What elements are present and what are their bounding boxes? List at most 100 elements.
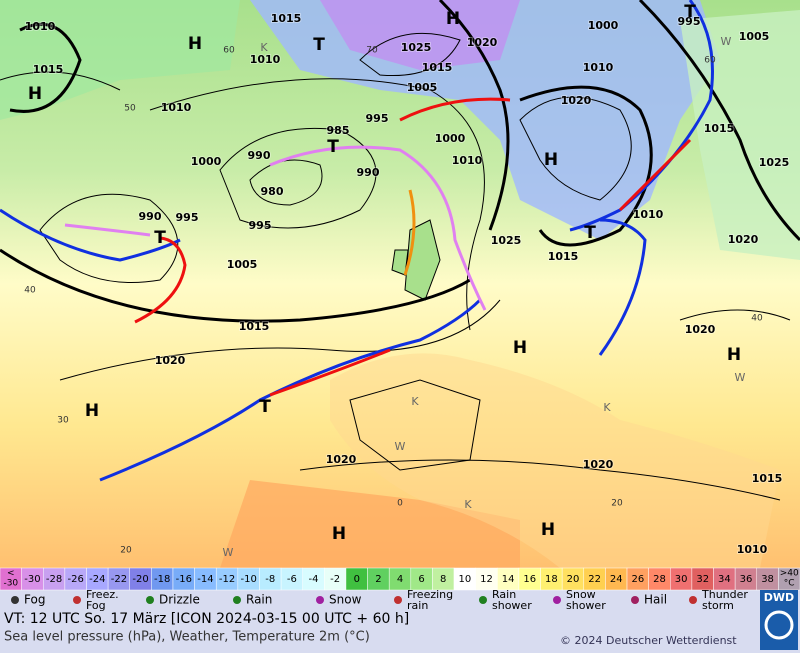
pressure-center: H	[513, 338, 527, 358]
grid-label: 20	[611, 499, 623, 509]
grid-label: 20	[120, 546, 132, 556]
pressure-label: 1010	[737, 543, 768, 556]
scale-low-label: <	[7, 569, 15, 579]
scale-low-value: -30	[3, 579, 18, 589]
scale-label: -4	[309, 574, 319, 585]
scale-label: -14	[197, 574, 213, 585]
weather-label: Fog	[24, 593, 45, 607]
pressure-label: 995	[249, 219, 272, 232]
scale-label: 36	[740, 574, 753, 585]
pressure-center: T	[259, 397, 271, 417]
grid-label: 70	[366, 46, 378, 56]
weather-label: Freez. Fog	[86, 588, 119, 612]
scale-label: -10	[240, 574, 256, 585]
scale-label: -16	[176, 574, 192, 585]
region-letter: W	[735, 371, 746, 384]
scale-label: -2	[330, 574, 340, 585]
grid-label: 0	[397, 499, 403, 509]
pressure-label: 1015	[422, 61, 453, 74]
pressure-center: H	[446, 9, 460, 29]
copyright: © 2024 Deutscher Wetterdienst	[560, 634, 737, 647]
weather-symbol	[146, 596, 154, 604]
region-letter: W	[223, 546, 234, 559]
pressure-label: 1020	[728, 233, 759, 246]
weather-legend: Fog Freez. Fog Drizzle Rain Snow Freezing rain R…	[11, 588, 748, 612]
scale-label: -22	[111, 574, 127, 585]
weather-symbol	[316, 596, 324, 604]
pressure-label: 1020	[467, 36, 498, 49]
grid-label: 60	[704, 56, 716, 66]
valid-time: VT: 12 UTC So. 17 März [ICON 2024-03-15 …	[4, 611, 409, 627]
cold-front	[99, 298, 482, 482]
isobar	[0, 248, 471, 323]
cold-front	[569, 0, 714, 232]
weather-symbol	[631, 596, 639, 604]
weather-label: Rain shower	[492, 588, 532, 612]
weather-symbol	[11, 596, 19, 604]
pressure-label: 995	[678, 15, 701, 28]
pressure-center: T	[327, 137, 339, 157]
scale-label: 30	[675, 574, 688, 585]
logo-icon	[764, 610, 794, 640]
pressure-center: H	[541, 520, 555, 540]
cold-front	[598, 218, 647, 356]
weather-symbol	[553, 596, 561, 604]
pressure-label: 1020	[326, 453, 357, 466]
pressure-center: H	[28, 84, 42, 104]
pressure-label: 1025	[491, 234, 522, 247]
scale-label: -26	[68, 574, 84, 585]
coastline	[519, 96, 632, 201]
pressure-label: 1015	[239, 320, 270, 333]
region-letter: K	[603, 401, 611, 414]
pressure-label: 1020	[685, 323, 716, 336]
grid-label: 50	[124, 104, 136, 114]
scale-label: -18	[154, 574, 170, 585]
pressure-center: T	[684, 2, 696, 22]
scale-label: -6	[287, 574, 297, 585]
logo-text: DWD	[764, 591, 794, 604]
weather-label: Hail	[644, 593, 667, 607]
scale-label: 6	[418, 574, 424, 585]
east-area	[680, 10, 800, 260]
weather-symbol	[73, 596, 81, 604]
pressure-label: 1015	[548, 250, 579, 263]
isobar	[438, 0, 510, 231]
isobar	[59, 299, 501, 381]
description: Sea level pressure (hPa), Weather, Tempe…	[4, 630, 370, 645]
pressure-label: 1015	[704, 122, 735, 135]
isobar	[0, 71, 121, 91]
pressure-center: H	[85, 401, 99, 421]
scale-label: 20	[567, 574, 580, 585]
scale-label: 18	[545, 574, 558, 585]
weather-label: Snow shower	[566, 588, 606, 612]
scale-label: -12	[219, 574, 235, 585]
pressure-label: 990	[357, 166, 380, 179]
isobar	[519, 85, 653, 247]
pressure-label: 1005	[739, 30, 770, 43]
isobar	[219, 127, 377, 229]
region-letter: W	[395, 440, 406, 453]
occluded-front	[269, 145, 487, 311]
scale-label: 32	[696, 574, 709, 585]
isobar	[359, 32, 461, 77]
trough	[403, 189, 416, 276]
scale-label: 26	[631, 574, 644, 585]
isobar	[149, 78, 485, 331]
pressure-label: 1000	[191, 155, 222, 168]
warm-front	[399, 97, 511, 122]
scale-label: 4	[397, 574, 403, 585]
scale-label: 24	[610, 574, 623, 585]
scale-label: 34	[718, 574, 731, 585]
pressure-label: 1010	[250, 53, 281, 66]
isobar	[9, 22, 82, 113]
weather-label: Rain	[246, 593, 272, 607]
pressure-label: 1005	[227, 258, 258, 271]
cold-front	[0, 208, 181, 262]
isobar	[638, 0, 800, 242]
weather-symbol	[394, 596, 402, 604]
scale-label: -8	[265, 574, 275, 585]
pressure-label: 995	[176, 211, 199, 224]
weather-symbol	[689, 596, 697, 604]
scale-label: 12	[480, 574, 493, 585]
cold-area	[250, 0, 720, 240]
